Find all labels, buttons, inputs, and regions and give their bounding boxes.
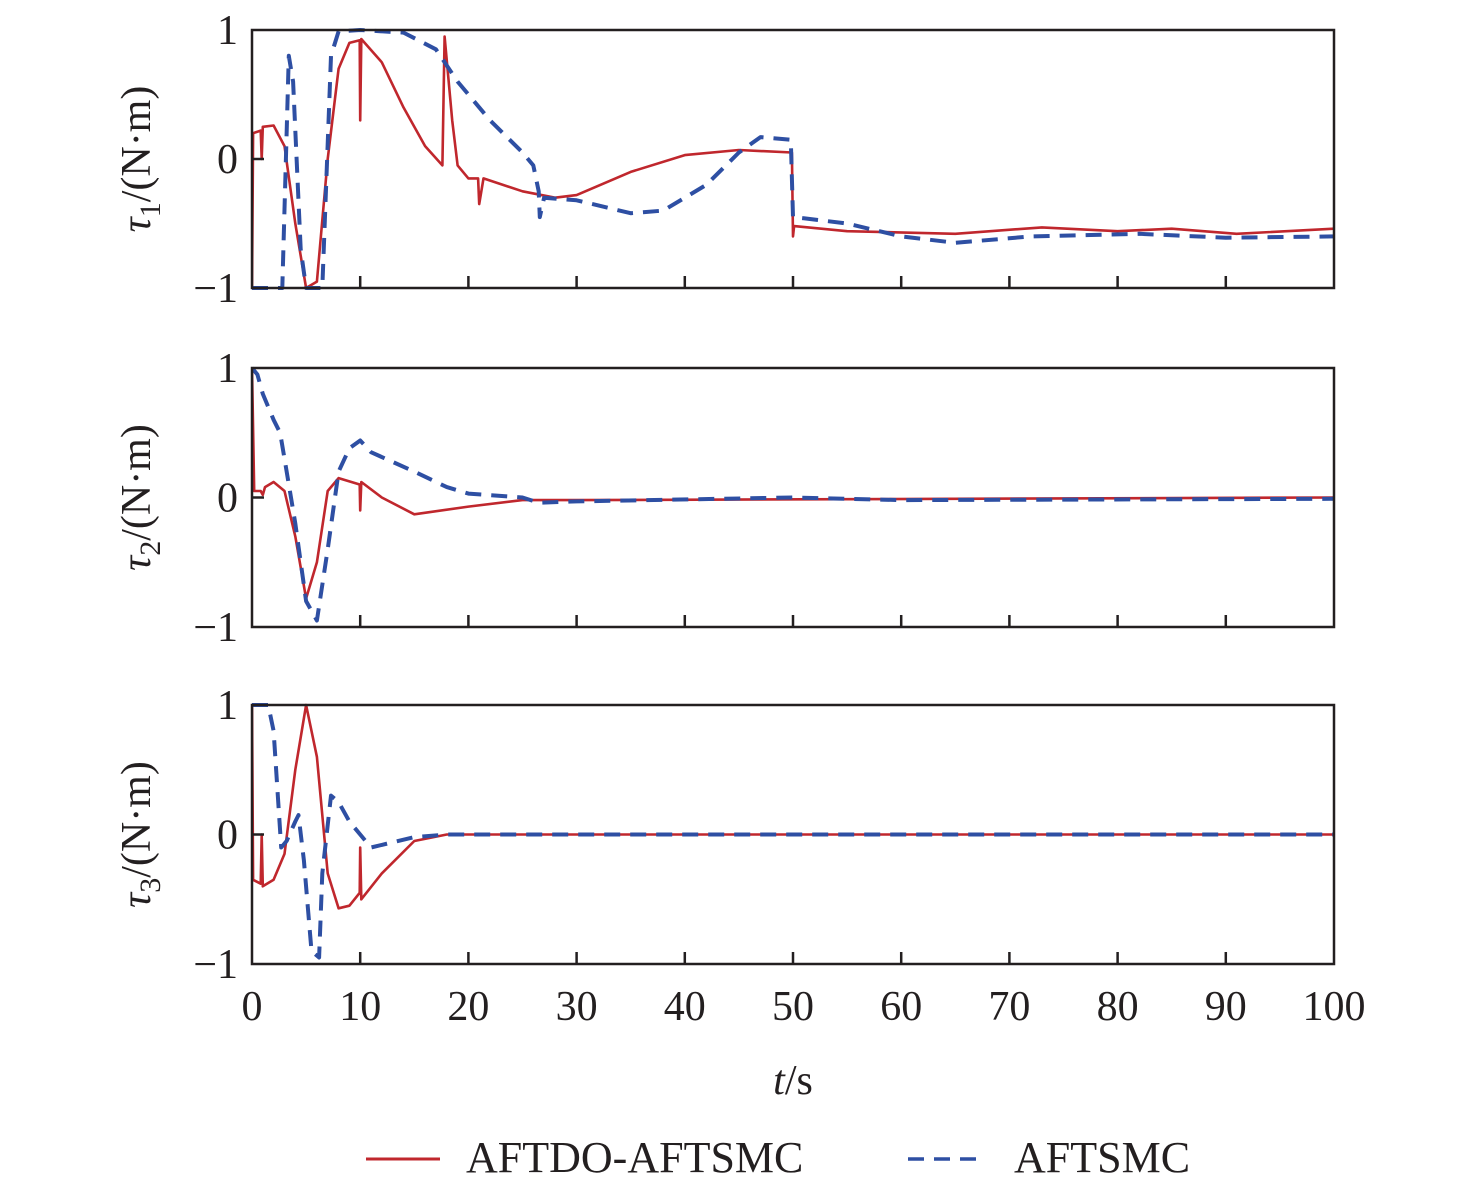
x-tick-label: 20: [447, 984, 489, 1030]
x-tick-label: 40: [664, 984, 706, 1030]
y-tick-label: 1: [217, 346, 238, 392]
x-axis-label: t/s: [773, 1058, 813, 1104]
series-aftdo-aftsmc: [252, 367, 1334, 600]
y-tick-label: 0: [217, 813, 238, 859]
y-tick-label: −1: [193, 266, 238, 312]
series-aftsmc: [252, 28, 1334, 290]
y-tick-label: −1: [193, 942, 238, 988]
y-tick-label: 0: [217, 476, 238, 522]
x-tick-label: 50: [772, 984, 814, 1030]
x-tick-label: 30: [556, 984, 598, 1030]
panel-2: 1 0 −1 τ2/(N·m): [114, 346, 1336, 651]
y-axis-label: τ3/(N·m): [114, 761, 167, 908]
x-tick-label: 60: [880, 984, 922, 1030]
legend-label-aftdo-aftsmc: AFTDO-AFTSMC: [466, 1133, 804, 1182]
x-tick-label: 90: [1205, 984, 1247, 1030]
x-tick-label: 80: [1097, 984, 1139, 1030]
x-tick-label: 0: [242, 984, 263, 1030]
series-aftsmc: [252, 366, 1334, 623]
legend-label-aftsmc: AFTSMC: [1014, 1133, 1191, 1182]
x-tick-label: 70: [988, 984, 1030, 1030]
y-axis-label: τ2/(N·m): [114, 424, 167, 571]
series-aftdo-aftsmc: [252, 703, 1334, 910]
y-tick-label: 1: [217, 683, 238, 729]
y-tick-label: 0: [217, 137, 238, 183]
y-tick-label: −1: [193, 605, 238, 651]
y-axis-label: τ1/(N·m): [114, 86, 167, 233]
legend: AFTDO-AFTSMC AFTSMC: [360, 1128, 1260, 1188]
x-tick-label: 100: [1303, 984, 1366, 1030]
x-tick-label: 10: [339, 984, 381, 1030]
series-aftdo-aftsmc: [252, 35, 1334, 290]
y-tick-label: 1: [217, 8, 238, 54]
series-aftsmc: [252, 703, 1334, 960]
panel-1: 1 0 −1 τ1/(N·m): [114, 8, 1336, 312]
